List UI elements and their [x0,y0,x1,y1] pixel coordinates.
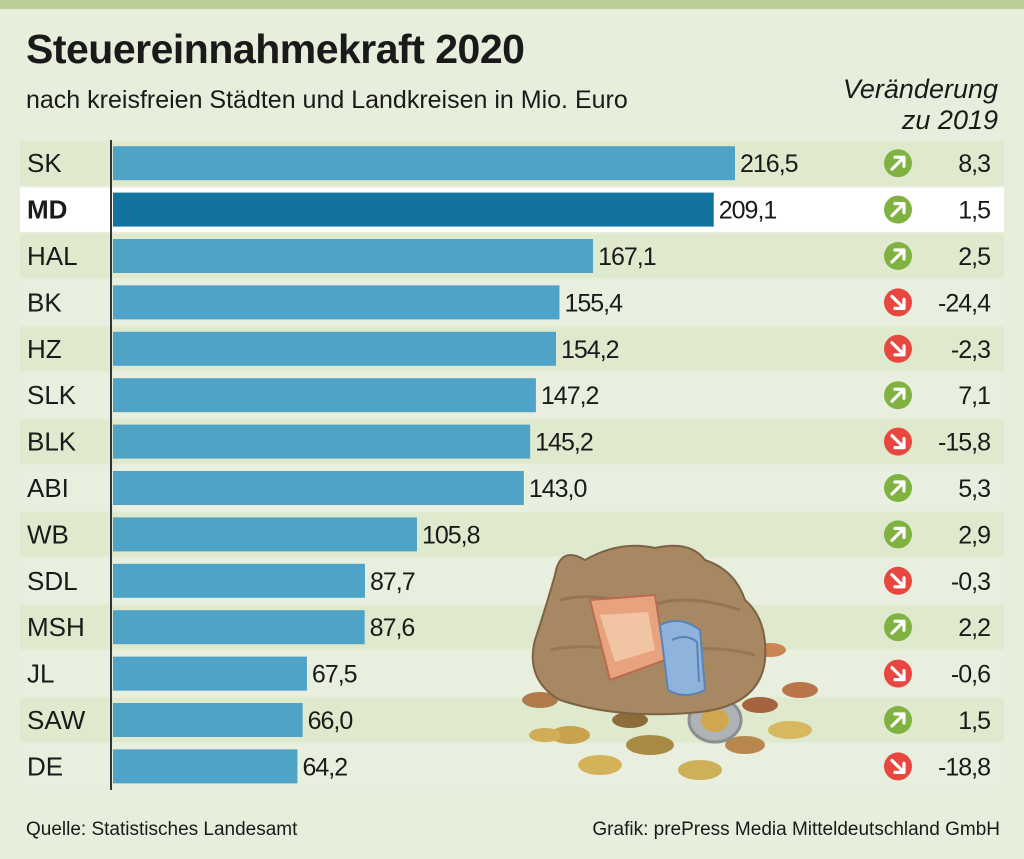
change-label: 8,3 [958,150,990,178]
category-label: SLK [27,380,77,410]
coins-group [522,643,818,780]
value-label: 67,5 [312,661,357,689]
bar [113,239,594,273]
change-label: 7,1 [958,382,990,410]
bar [113,424,531,459]
chart-title: Steuereinnahmekraft 2020 [26,26,525,72]
category-label: MD [27,195,67,225]
bar [113,749,298,784]
category-label: HZ [27,334,62,364]
change-column-header: Veränderung zu 2019 [778,74,998,136]
bar [113,331,557,366]
arrow-up-icon [884,149,912,178]
change-label: 2,2 [958,614,990,642]
bar [113,146,735,181]
value-label: 216,5 [740,150,798,178]
category-label: BK [27,287,62,317]
value-label: 64,2 [302,753,347,781]
bar [113,563,365,598]
category-label: SK [27,148,62,178]
value-label: 87,6 [370,614,415,642]
value-label: 143,0 [529,475,587,503]
category-labels: SK MD HAL BK HZ SLK BLK ABI WB SDL MSH JL SAW DE [27,148,86,781]
bar [113,656,307,691]
change-label: 2,9 [958,521,990,549]
category-label: BLK [27,427,77,457]
bar [113,192,714,227]
row-backgrounds [20,141,1004,789]
category-label: HAL [27,241,78,271]
bars [113,146,735,784]
bar [113,378,536,413]
credit-note: Grafik: prePress Media Mitteldeutschland… [592,819,1000,840]
value-label: 105,8 [422,521,480,549]
bar [113,471,524,505]
change-label: -2,3 [951,336,990,364]
change-header-line1: Veränderung [842,74,998,104]
change-label: 1,5 [958,197,990,225]
arrow-down-icon [884,288,912,317]
arrow-down-icon [884,427,912,456]
value-label: 147,2 [541,382,599,410]
value-label: 87,7 [370,568,415,596]
bar [113,610,365,645]
arrow-up-icon [884,381,912,410]
value-label: 209,1 [719,197,777,225]
category-label: MSH [27,612,85,642]
arrow-up-icon [884,706,912,734]
arrow-up-icon [884,242,912,270]
money-bag-illustration [522,544,818,780]
chart-subtitle: nach kreisfreien Städten und Landkreisen… [26,86,628,114]
arrow-down-icon [884,752,912,781]
value-label: 66,0 [308,707,353,735]
category-label: DE [27,751,63,781]
value-label: 154,2 [561,336,619,364]
category-label: WB [27,519,69,549]
arrow-up-icon [884,474,912,502]
change-label: 5,3 [958,475,990,503]
category-label: ABI [27,473,69,503]
change-label: 2,5 [958,243,990,271]
change-label: -0,3 [951,568,990,596]
change-label: -24,4 [938,289,991,317]
change-label: -15,8 [938,429,990,457]
arrow-up-icon [884,195,912,224]
arrow-up-icon [884,613,912,642]
value-label: 167,1 [598,243,656,271]
change-header-line2: zu 2019 [901,105,998,135]
arrow-up-icon [884,520,912,549]
arrow-down-icon [884,566,912,595]
top-accent-bar [0,0,1024,9]
bar [113,285,560,320]
category-label: SDL [27,566,78,596]
category-label: SAW [27,705,86,735]
change-label: -0,6 [951,661,990,689]
source-note: Quelle: Statistisches Landesamt [26,819,298,840]
change-label: 1,5 [958,707,990,735]
value-label: 145,2 [535,429,593,457]
value-label: 155,4 [564,289,623,317]
change-labels: 8,3 1,5 2,5 -24,4 -2,3 7,1 -15,8 5,3 2,9 -0,3 2,2 -… [938,150,992,781]
arrow-down-icon [884,659,912,688]
arrow-down-icon [884,334,912,363]
change-icons [884,149,912,781]
category-label: JL [27,659,54,689]
banknotes-group [588,593,707,696]
bar [113,517,417,552]
change-label: -18,8 [938,753,990,781]
value-labels: 216,5 209,1 167,1 155,4 154,2 147,2 145,2 143,0… [302,150,798,781]
bar [113,703,303,737]
